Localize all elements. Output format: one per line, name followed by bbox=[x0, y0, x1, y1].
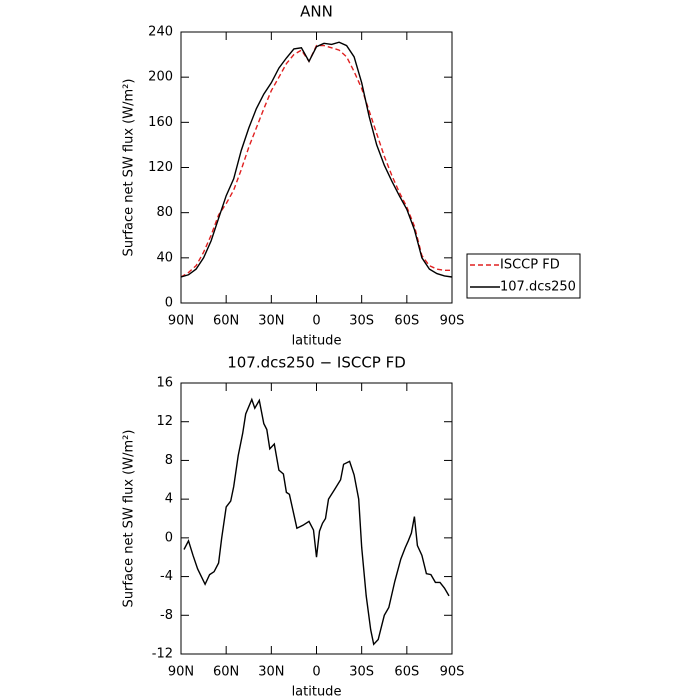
x-tick-label: 30N bbox=[258, 665, 284, 680]
x-axis-label: latitude bbox=[292, 685, 342, 700]
chart-title: ANN bbox=[300, 3, 333, 21]
y-tick-label: 40 bbox=[156, 250, 173, 265]
y-tick-label: 160 bbox=[148, 115, 173, 130]
plot-frame bbox=[180, 31, 453, 304]
x-tick-label: 0 bbox=[312, 314, 320, 329]
x-tick-label: 30N bbox=[258, 314, 284, 329]
data-line bbox=[180, 44, 452, 278]
y-tick-label: -4 bbox=[160, 569, 173, 584]
y-tick-label: 12 bbox=[156, 414, 173, 429]
y-tick-label: 0 bbox=[165, 296, 173, 311]
x-tick-label: 30S bbox=[349, 314, 374, 329]
legend-label: 107.dcs250 bbox=[500, 280, 576, 295]
x-tick-label: 90S bbox=[440, 314, 465, 329]
x-tick-label: 60N bbox=[213, 665, 239, 680]
y-axis-label: Surface net SW flux (W/m²) bbox=[122, 79, 137, 257]
plot-frame bbox=[180, 382, 453, 655]
y-tick-label: 80 bbox=[156, 205, 173, 220]
x-tick-label: 60S bbox=[394, 314, 419, 329]
x-tick-label: 60N bbox=[213, 314, 239, 329]
y-tick-label: -12 bbox=[152, 647, 173, 662]
y-tick-label: 8 bbox=[165, 453, 173, 468]
y-tick-label: -8 bbox=[160, 608, 173, 623]
y-tick-label: 240 bbox=[148, 25, 173, 40]
y-tick-label: 4 bbox=[165, 492, 173, 507]
y-axis-label: Surface net SW flux (W/m²) bbox=[122, 430, 137, 608]
legend-box bbox=[466, 253, 581, 299]
x-tick-label: 90N bbox=[168, 665, 194, 680]
y-tick-label: 0 bbox=[165, 530, 173, 545]
y-tick-label: 200 bbox=[148, 70, 173, 85]
x-tick-label: 30S bbox=[349, 665, 374, 680]
y-tick-label: 16 bbox=[156, 376, 173, 391]
data-line bbox=[180, 41, 453, 278]
x-tick-label: 90S bbox=[440, 665, 465, 680]
x-axis-label: latitude bbox=[292, 334, 342, 349]
x-tick-label: 90N bbox=[168, 314, 194, 329]
y-tick-label: 120 bbox=[148, 160, 173, 175]
legend-label: ISCCP FD bbox=[500, 258, 560, 273]
chart-title: 107.dcs250 − ISCCP FD bbox=[227, 354, 406, 372]
x-tick-label: 0 bbox=[312, 665, 320, 680]
x-tick-label: 60S bbox=[394, 665, 419, 680]
data-line bbox=[183, 397, 450, 646]
